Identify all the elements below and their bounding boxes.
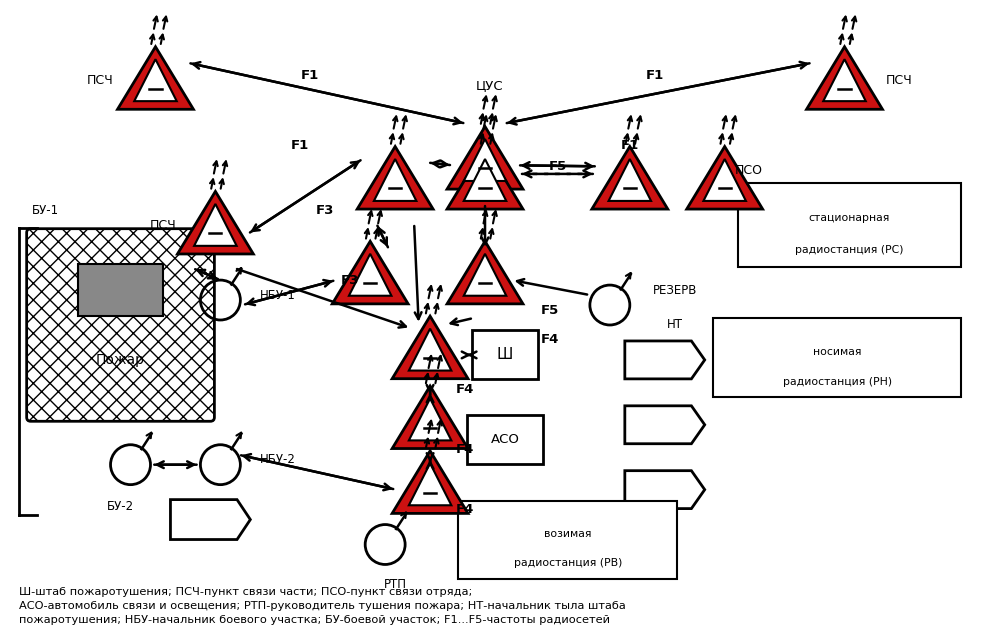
Text: РЕЗЕРВ: РЕЗЕРВ — [653, 284, 697, 296]
Text: Ш: Ш — [497, 348, 513, 362]
Polygon shape — [349, 254, 391, 296]
Text: Ш-штаб пожаротушения; ПСЧ-пункт связи части; ПСО-пункт связи отряда;
АСО-автомоб: Ш-штаб пожаротушения; ПСЧ-пункт связи ча… — [19, 588, 625, 625]
FancyBboxPatch shape — [713, 318, 961, 397]
Polygon shape — [332, 241, 408, 304]
Text: ЦУС: ЦУС — [476, 79, 504, 92]
Text: носимая: носимая — [813, 347, 862, 357]
Polygon shape — [177, 191, 253, 254]
Text: F4: F4 — [456, 444, 474, 456]
Text: F1: F1 — [621, 139, 639, 152]
Polygon shape — [609, 159, 651, 201]
Polygon shape — [392, 386, 468, 449]
Polygon shape — [592, 147, 668, 209]
Text: F5: F5 — [541, 303, 559, 317]
Text: НТ: НТ — [667, 319, 683, 332]
Text: НБУ-1: НБУ-1 — [260, 289, 296, 301]
Polygon shape — [625, 406, 705, 444]
Polygon shape — [807, 47, 882, 109]
Polygon shape — [464, 139, 506, 181]
Text: НБУ-2: НБУ-2 — [260, 453, 296, 466]
Text: ПСЧ: ПСЧ — [87, 74, 114, 87]
Polygon shape — [374, 159, 416, 201]
Polygon shape — [823, 60, 866, 101]
Text: радиостанция (РС): радиостанция (РС) — [795, 245, 904, 255]
Text: F1: F1 — [291, 139, 309, 152]
Text: Пожар: Пожар — [96, 353, 145, 367]
Polygon shape — [464, 254, 506, 296]
Text: F1: F1 — [301, 69, 319, 82]
Text: радиостанция (РН): радиостанция (РН) — [783, 377, 892, 387]
Text: F4: F4 — [456, 503, 474, 516]
Polygon shape — [118, 47, 193, 109]
FancyBboxPatch shape — [458, 500, 677, 579]
FancyBboxPatch shape — [467, 415, 543, 464]
Polygon shape — [409, 399, 451, 440]
Text: стационарная: стационарная — [809, 213, 890, 223]
Text: ПСЧ: ПСЧ — [886, 74, 913, 87]
Polygon shape — [392, 316, 468, 379]
Text: БУ-2: БУ-2 — [107, 500, 134, 513]
Polygon shape — [357, 147, 433, 209]
Text: F4: F4 — [456, 383, 474, 396]
Polygon shape — [134, 60, 177, 101]
Polygon shape — [447, 127, 523, 189]
Polygon shape — [625, 341, 705, 379]
Polygon shape — [464, 159, 506, 201]
Text: F3: F3 — [341, 273, 359, 287]
Polygon shape — [703, 159, 746, 201]
Text: F5: F5 — [548, 160, 567, 173]
Text: ПСО: ПСО — [735, 164, 763, 177]
Polygon shape — [194, 204, 237, 246]
FancyBboxPatch shape — [27, 228, 214, 421]
FancyBboxPatch shape — [78, 264, 163, 316]
Text: F1: F1 — [646, 69, 664, 82]
Text: возимая: возимая — [544, 529, 592, 538]
Text: АСО: АСО — [491, 433, 519, 446]
Text: радиостанция (РВ): радиостанция (РВ) — [514, 559, 622, 568]
Polygon shape — [409, 463, 451, 505]
Text: БУ-1: БУ-1 — [32, 204, 59, 217]
Polygon shape — [409, 329, 451, 371]
Polygon shape — [447, 147, 523, 209]
FancyBboxPatch shape — [472, 330, 538, 380]
Text: РТП: РТП — [384, 578, 407, 591]
FancyBboxPatch shape — [738, 183, 961, 267]
Polygon shape — [392, 451, 468, 513]
Polygon shape — [625, 470, 705, 509]
Polygon shape — [687, 147, 763, 209]
Text: F3: F3 — [316, 204, 334, 217]
Polygon shape — [170, 500, 250, 540]
Text: ПСЧ: ПСЧ — [150, 219, 177, 232]
Polygon shape — [447, 241, 523, 304]
Text: F4: F4 — [541, 333, 559, 346]
